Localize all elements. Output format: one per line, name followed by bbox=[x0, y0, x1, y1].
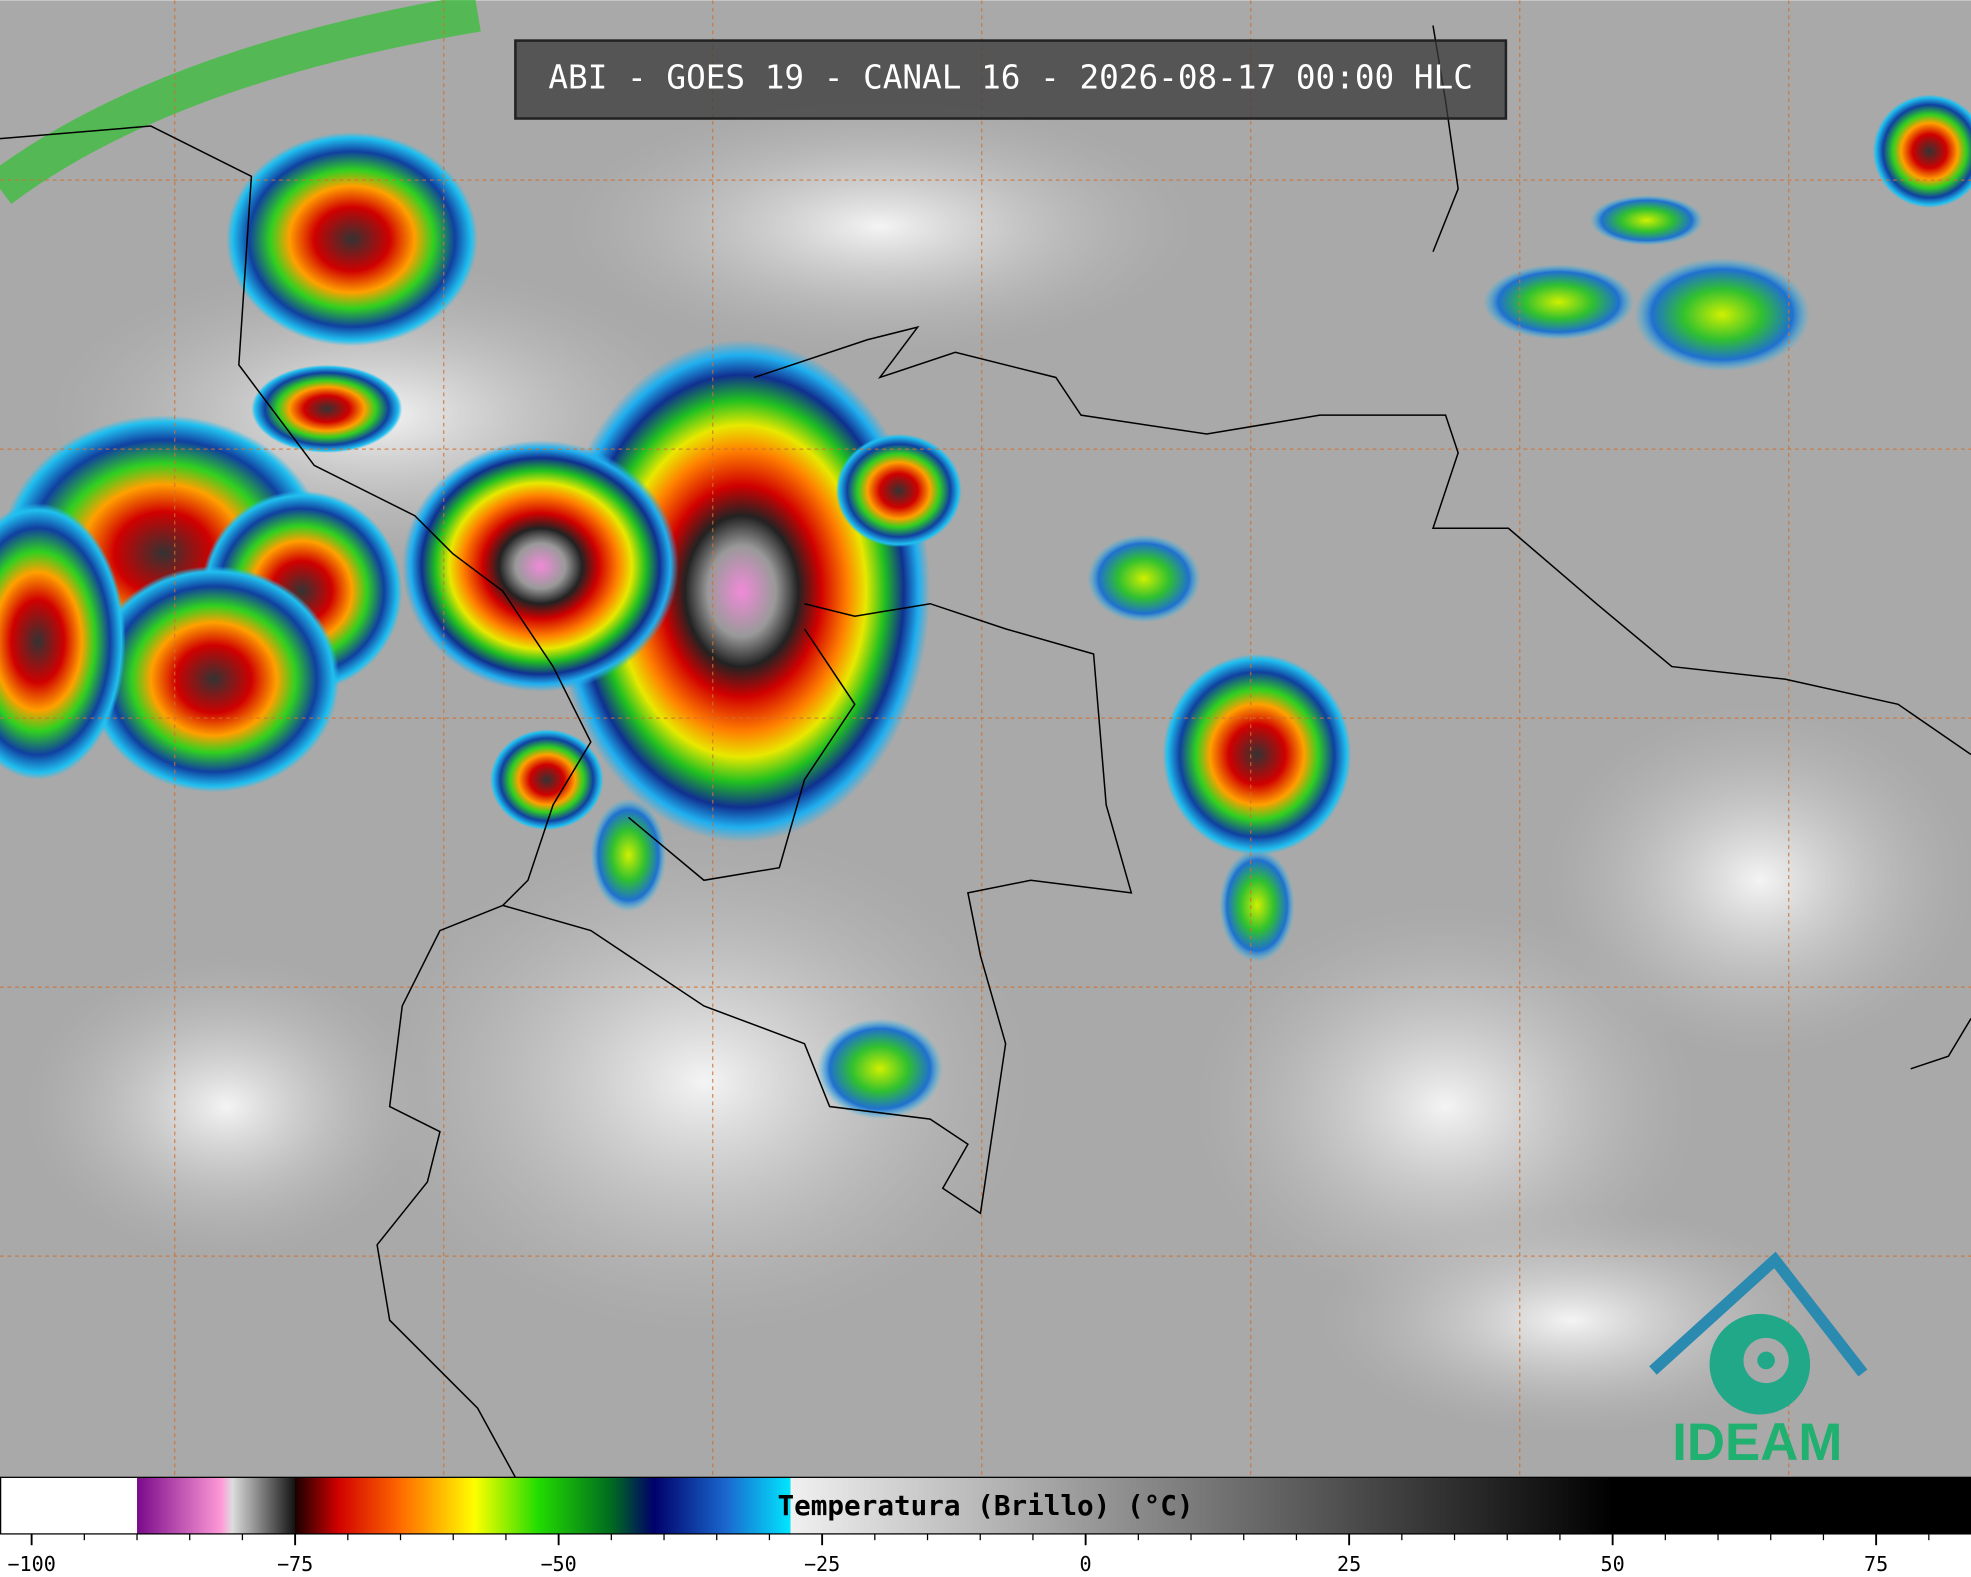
tick-label: 0 bbox=[1080, 1552, 1092, 1576]
colorbar-segment bbox=[400, 1477, 475, 1534]
colorbar-segment bbox=[537, 1477, 612, 1534]
logo-text: IDEAM bbox=[1672, 1413, 1842, 1472]
colorbar-frame bbox=[0, 1476, 1971, 1535]
tick-label: −50 bbox=[540, 1552, 576, 1576]
tick-label: −75 bbox=[277, 1552, 313, 1576]
tick-label: −100 bbox=[7, 1552, 55, 1576]
colorbar-segment bbox=[1612, 1477, 1971, 1534]
tick-label: 50 bbox=[1601, 1552, 1625, 1576]
map-background bbox=[0, 0, 1971, 1478]
colorbar-segment bbox=[295, 1477, 338, 1534]
colorbar-segment bbox=[653, 1477, 728, 1534]
colorbar-segment bbox=[611, 1477, 655, 1534]
colorbar-segment bbox=[337, 1477, 402, 1534]
colorbar-segment bbox=[221, 1477, 233, 1534]
tick-label: 25 bbox=[1337, 1552, 1361, 1576]
title-box: ABI - GOES 19 - CANAL 16 - 2026-08-17 00… bbox=[514, 39, 1508, 120]
colorbar-segment bbox=[474, 1477, 539, 1534]
map-title: ABI - GOES 19 - CANAL 16 - 2026-08-17 00… bbox=[548, 59, 1472, 97]
colorbar-segment bbox=[137, 1477, 222, 1534]
logo: IDEAM bbox=[1649, 1251, 1868, 1472]
colorbar-segment bbox=[790, 1477, 1614, 1534]
colorbar-segment bbox=[727, 1477, 792, 1534]
colorbar-title: Temperatura (Brillo) (°C) bbox=[777, 1489, 1193, 1522]
colorbar-segment bbox=[0, 1477, 138, 1534]
colorbar: Temperatura (Brillo) (°C) −100 −75 −50 −25 0 2… bbox=[0, 1476, 1971, 1576]
tick-label: −25 bbox=[804, 1552, 840, 1576]
coastlines bbox=[0, 25, 1971, 1478]
colorbar-segment bbox=[231, 1477, 296, 1534]
tick-label: 75 bbox=[1864, 1552, 1888, 1576]
graticule bbox=[0, 0, 1971, 1478]
